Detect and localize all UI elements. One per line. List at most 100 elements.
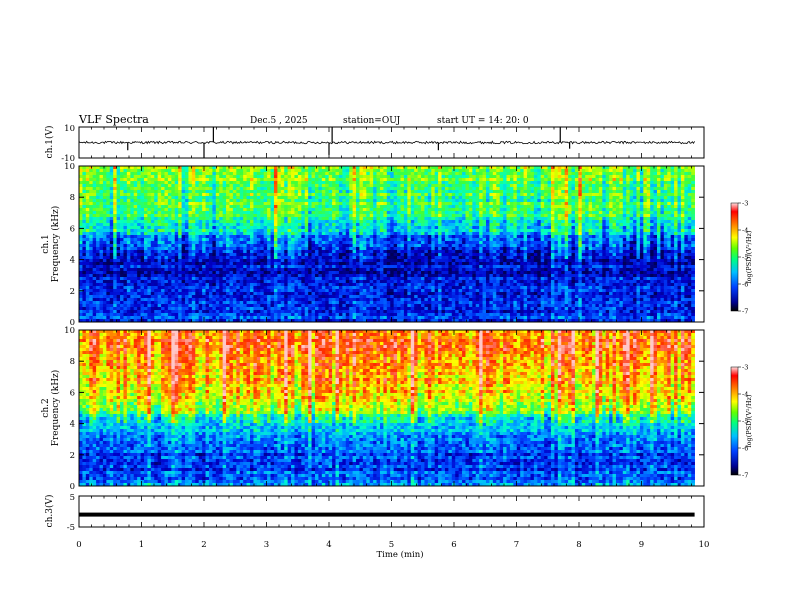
spectrogram-cell [564, 214, 569, 218]
spectrogram-cell [349, 172, 353, 176]
spectrogram-cell [253, 196, 258, 200]
spectrogram-cell [434, 175, 439, 179]
spectrogram-cell [126, 223, 131, 227]
spectrogram-cell [349, 169, 353, 173]
spectrogram-cell [386, 232, 391, 236]
spectrogram-cell [530, 202, 535, 206]
spectrogram-cell [239, 172, 244, 176]
spectrogram-cell [188, 232, 193, 236]
spectrogram-cell [106, 172, 111, 176]
spectrogram-cell [595, 175, 600, 179]
spectrogram-cell [684, 175, 689, 179]
spectrogram-cell [581, 202, 586, 206]
spectrogram-cell [232, 217, 237, 221]
spectrogram-cell [544, 190, 548, 194]
spectrogram-cell [356, 238, 360, 242]
spectrogram-cell [533, 202, 538, 206]
spectrogram-cell [520, 214, 524, 218]
spectrogram-cell [390, 175, 394, 179]
spectrogram-cell [680, 169, 685, 173]
spectrogram-cell [226, 205, 230, 209]
spectrogram-cell [311, 172, 316, 176]
spectrogram-cell [143, 208, 148, 212]
spectrogram-cell [263, 184, 268, 188]
spectrogram-cell [438, 247, 442, 251]
spectrogram-cell [373, 229, 377, 233]
spectrogram-cell [280, 199, 285, 203]
spectrogram-cell [342, 220, 347, 224]
spectrogram-cell [660, 244, 665, 248]
spectrogram-cell [167, 202, 172, 206]
spectrogram-cell [332, 184, 336, 188]
spectrogram-cell [253, 217, 258, 221]
spectrogram-cell [455, 226, 459, 230]
spectrogram-cell [321, 193, 326, 197]
spectrogram-cell [653, 214, 658, 218]
spectrogram-cell [585, 244, 589, 248]
spectrogram-cell [171, 226, 176, 230]
spectrogram-cell [588, 190, 593, 194]
spectrogram-cell [677, 229, 682, 233]
spectrogram-cell [547, 202, 552, 206]
spectrogram-cell [137, 247, 141, 251]
spectrogram-cell [400, 235, 405, 239]
spectrogram-cell [270, 226, 275, 230]
spectrogram-cell [386, 196, 391, 200]
spectrogram-cell [161, 232, 165, 236]
spectrogram-cell [335, 232, 340, 236]
spectrogram-cell [236, 172, 241, 176]
spectrogram-cell [178, 241, 182, 245]
spectrogram-cell [486, 172, 490, 176]
spectrogram-cell [130, 223, 135, 227]
spectrogram-cell [106, 181, 111, 185]
spectrogram-cell [595, 190, 600, 194]
spectrogram-cell [280, 226, 285, 230]
spectrogram-cell [468, 217, 473, 221]
spectrogram-cell [92, 208, 97, 212]
spectrogram-cell [417, 220, 422, 224]
spectrogram-cell [496, 196, 501, 200]
spectrogram-cell [294, 214, 299, 218]
spectrogram-cell [352, 235, 357, 239]
spectrogram-cell [195, 181, 200, 185]
spectrogram-cell [482, 244, 487, 248]
spectrogram-cell [530, 196, 535, 200]
spectrogram-cell [639, 217, 644, 221]
spectrogram-cell [588, 244, 593, 248]
spectrogram-cell [691, 229, 695, 233]
spectrogram-cell [434, 202, 439, 206]
spectrogram-cell [475, 241, 480, 245]
spectrogram-cell [667, 172, 672, 176]
spectrogram-cell [585, 202, 589, 206]
spectrogram-cell [185, 223, 189, 227]
spectrogram-cell [188, 247, 193, 251]
spectrogram-cell [226, 175, 230, 179]
spectrogram-cell [267, 184, 271, 188]
spectrogram-cell [520, 211, 524, 215]
spectrogram-cell [376, 214, 381, 218]
spectrogram-cell [188, 199, 193, 203]
spectrogram-cell [109, 172, 114, 176]
spectrogram-cell [643, 199, 648, 203]
spectrogram-cell [663, 190, 668, 194]
spectrogram-cell [304, 178, 309, 182]
spectrogram-cell [615, 241, 620, 245]
spectrogram-cell [626, 232, 630, 236]
spectrogram-cell [622, 220, 627, 224]
spectrogram-cell [267, 226, 271, 230]
spectrogram-cell [670, 235, 675, 239]
spectrogram-cell [503, 202, 507, 206]
spectrogram-cell [171, 211, 176, 215]
spectrogram-cell [397, 166, 401, 170]
spectrogram-cell [574, 241, 579, 245]
spectrogram-cell [397, 196, 401, 200]
spectrogram-cell [318, 196, 323, 200]
spectrogram-cell [318, 211, 323, 215]
spectrogram-cell [653, 235, 658, 239]
spectrogram-cell [239, 199, 244, 203]
ch1-spikes [127, 127, 571, 158]
spectrogram-cell [185, 244, 189, 248]
spectrogram-cell [308, 244, 312, 248]
spectrogram-cell [441, 205, 446, 209]
spectrogram-cell [533, 244, 538, 248]
